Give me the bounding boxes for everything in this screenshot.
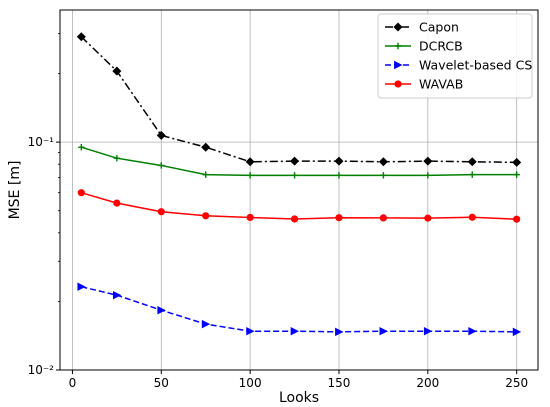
series-layer [76, 32, 522, 337]
x-tick-label: 200 [416, 376, 439, 390]
data-point [512, 157, 522, 167]
legend: Capon DCRCB Wavelet-based CS WAVAB [377, 13, 533, 99]
data-point [113, 199, 121, 207]
data-point [246, 213, 254, 222]
data-point [290, 326, 300, 336]
y-tick-label: 10⁻¹ [28, 135, 55, 149]
series-dcrcb [78, 143, 520, 179]
legend-label: WAVAB [419, 77, 463, 92]
x-axis-title: Looks [279, 390, 319, 406]
data-point [112, 290, 122, 300]
data-point [112, 66, 122, 76]
x-tick-label: 0 [69, 376, 77, 390]
series-wavab [77, 189, 521, 223]
data-point [76, 32, 86, 42]
x-tick-label: 150 [328, 376, 351, 390]
data-point [379, 214, 388, 222]
legend-box [377, 13, 533, 99]
data-point [290, 215, 299, 223]
data-point [202, 171, 209, 178]
data-point [201, 319, 211, 329]
data-point [468, 326, 477, 336]
data-point [158, 162, 165, 169]
legend-item: DCRCB [385, 39, 463, 54]
legend-label: Wavelet-based CS [419, 58, 532, 73]
data-point [156, 130, 166, 140]
legend-item: Capon [385, 20, 459, 35]
x-tick-label: 100 [239, 376, 262, 390]
data-point [424, 172, 432, 179]
series-wavelet-based-cs [77, 282, 522, 337]
data-point [423, 156, 433, 166]
series-line [80, 36, 517, 164]
data-point [290, 156, 300, 166]
y-axis-title: MSE [m] [7, 161, 23, 220]
data-point [77, 189, 85, 197]
plot-frame [59, 9, 539, 371]
data-point [201, 142, 211, 152]
data-point [380, 172, 387, 179]
series-capon [76, 32, 522, 167]
data-point [202, 212, 210, 220]
data-point [378, 157, 388, 167]
legend-item: Wavelet-based CS [385, 58, 532, 73]
data-point [513, 215, 521, 223]
data-point [291, 172, 298, 179]
data-point [469, 171, 476, 178]
legend-marker [394, 80, 402, 88]
data-point [512, 327, 522, 337]
data-point [335, 214, 343, 222]
data-point [468, 213, 476, 221]
data-point [113, 155, 121, 162]
data-point [246, 172, 254, 179]
legend-label: DCRCB [419, 39, 463, 54]
data-point [335, 327, 344, 337]
x-tick-label: 250 [505, 376, 528, 390]
data-point [424, 214, 432, 222]
legend-item: WAVAB [385, 77, 463, 92]
data-point [245, 157, 255, 167]
data-point [423, 326, 433, 336]
data-point [334, 156, 344, 166]
legend-marker [393, 22, 403, 32]
x-tick-label: 50 [154, 376, 169, 390]
axis-ticks: 0 50 100 150 200 250 10⁻² 10⁻¹ [28, 32, 528, 390]
data-point [77, 282, 86, 291]
data-point [335, 172, 343, 179]
data-point [467, 157, 477, 167]
data-point [379, 326, 388, 336]
data-point [157, 305, 166, 315]
data-point [246, 326, 255, 336]
legend-marker [394, 42, 402, 50]
data-point [513, 171, 520, 178]
legend-label: Capon [419, 20, 459, 35]
data-point [157, 208, 165, 216]
y-tick-label: 10⁻² [28, 363, 55, 377]
legend-marker [394, 60, 403, 70]
data-point [78, 143, 85, 151]
